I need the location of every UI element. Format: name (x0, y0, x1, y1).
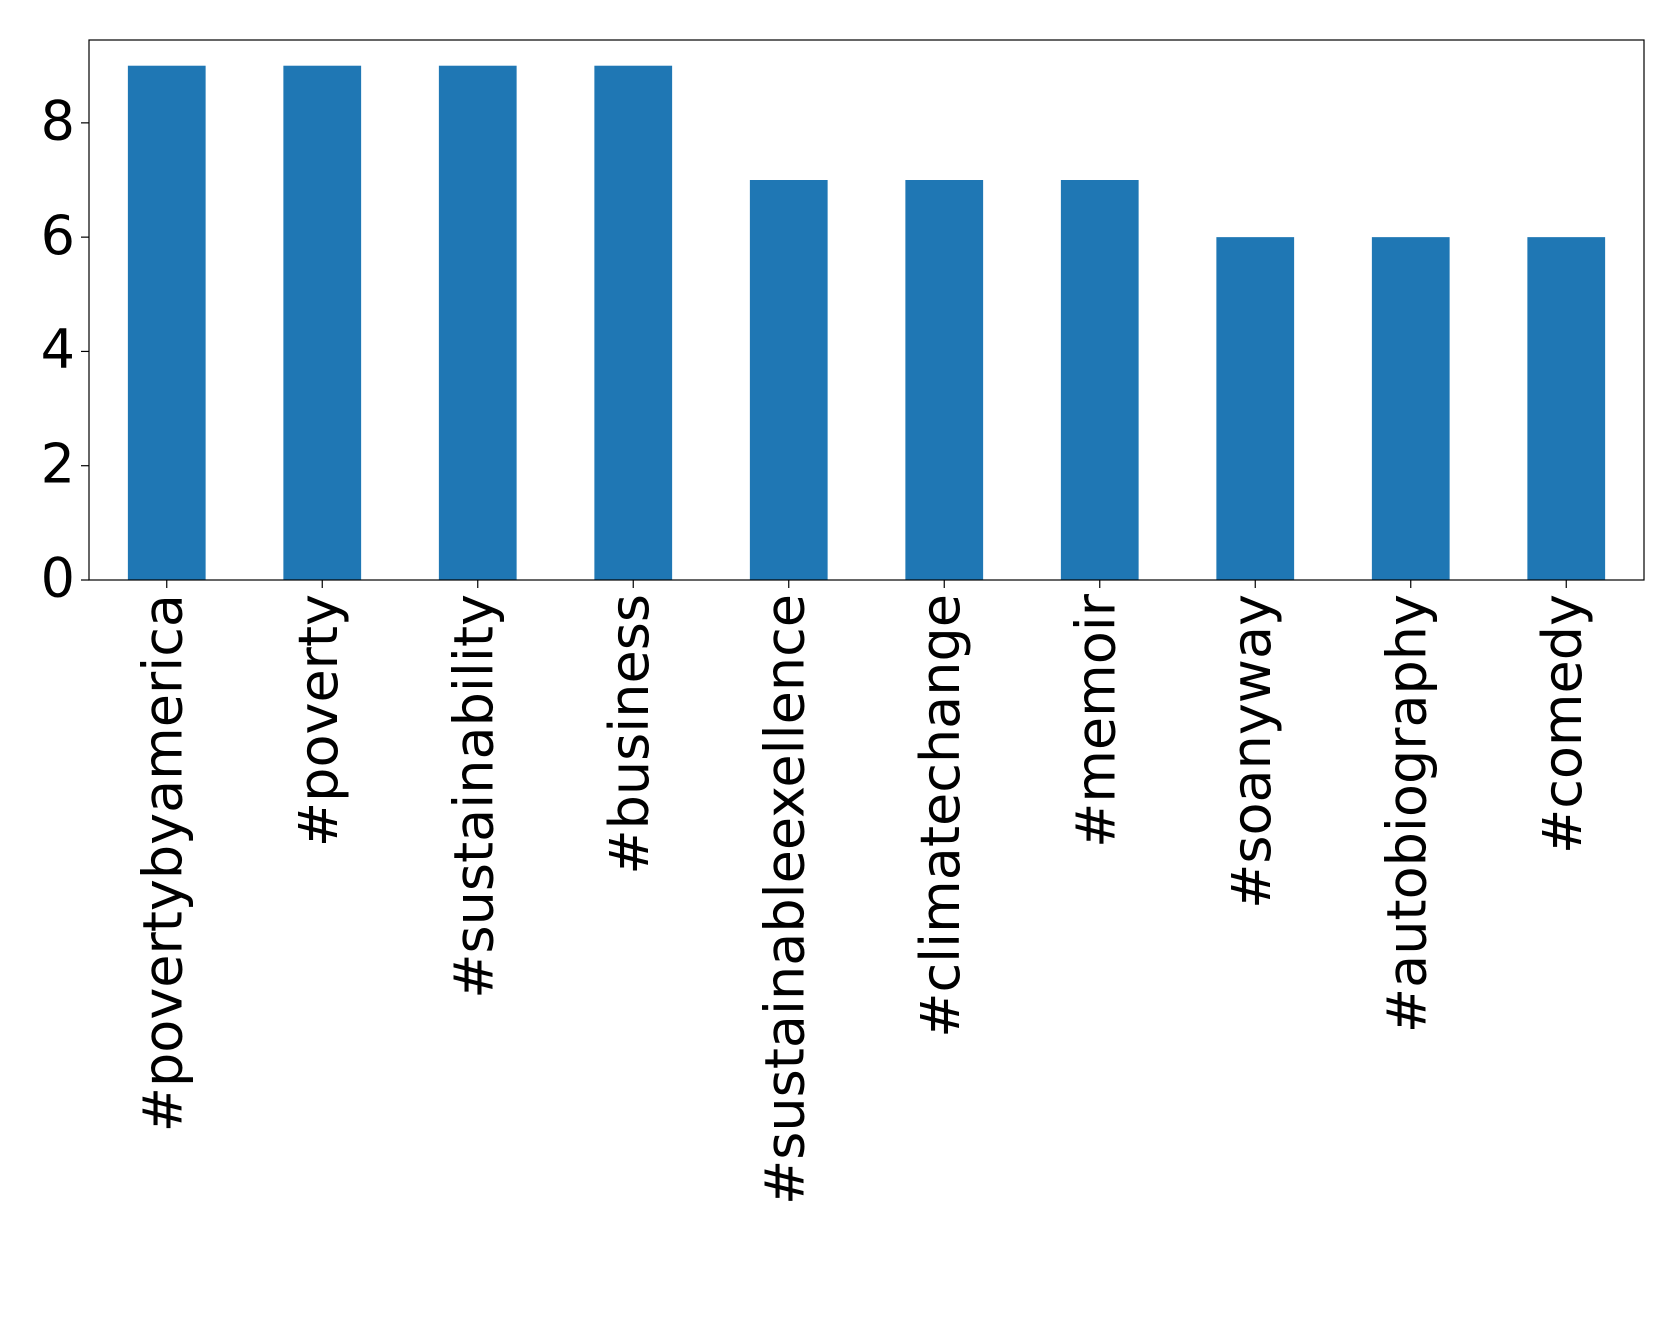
bar (127, 65, 206, 580)
x-tick-label: #sustainability (442, 594, 505, 999)
x-tick-label: #comedy (1531, 594, 1594, 854)
bar (438, 65, 517, 580)
y-tick-label: 4 (41, 318, 75, 381)
y-tick-label: 0 (41, 547, 75, 610)
bar (1216, 237, 1295, 580)
bar (1527, 237, 1606, 580)
x-tick-label: #sustainableexellence (753, 594, 816, 1205)
x-tick-label: #memoir (1064, 593, 1127, 848)
plot-frame (88, 39, 1645, 581)
bar (283, 65, 362, 580)
bar (749, 180, 828, 580)
x-tick-label: #povertybyamerica (131, 594, 194, 1132)
x-tick-label: #autobiography (1375, 594, 1438, 1033)
y-tick-label: 8 (41, 89, 75, 152)
bar (594, 65, 673, 580)
x-tick-label: #business (598, 594, 661, 875)
x-tick-label: #soanyway (1220, 594, 1283, 909)
y-tick-label: 6 (41, 204, 75, 267)
bar (1060, 180, 1139, 580)
bar (905, 180, 984, 580)
y-tick-label: 2 (41, 432, 75, 495)
x-tick-label: #poverty (287, 594, 350, 847)
bar (1371, 237, 1450, 580)
x-tick-label: #climatechange (909, 594, 972, 1038)
